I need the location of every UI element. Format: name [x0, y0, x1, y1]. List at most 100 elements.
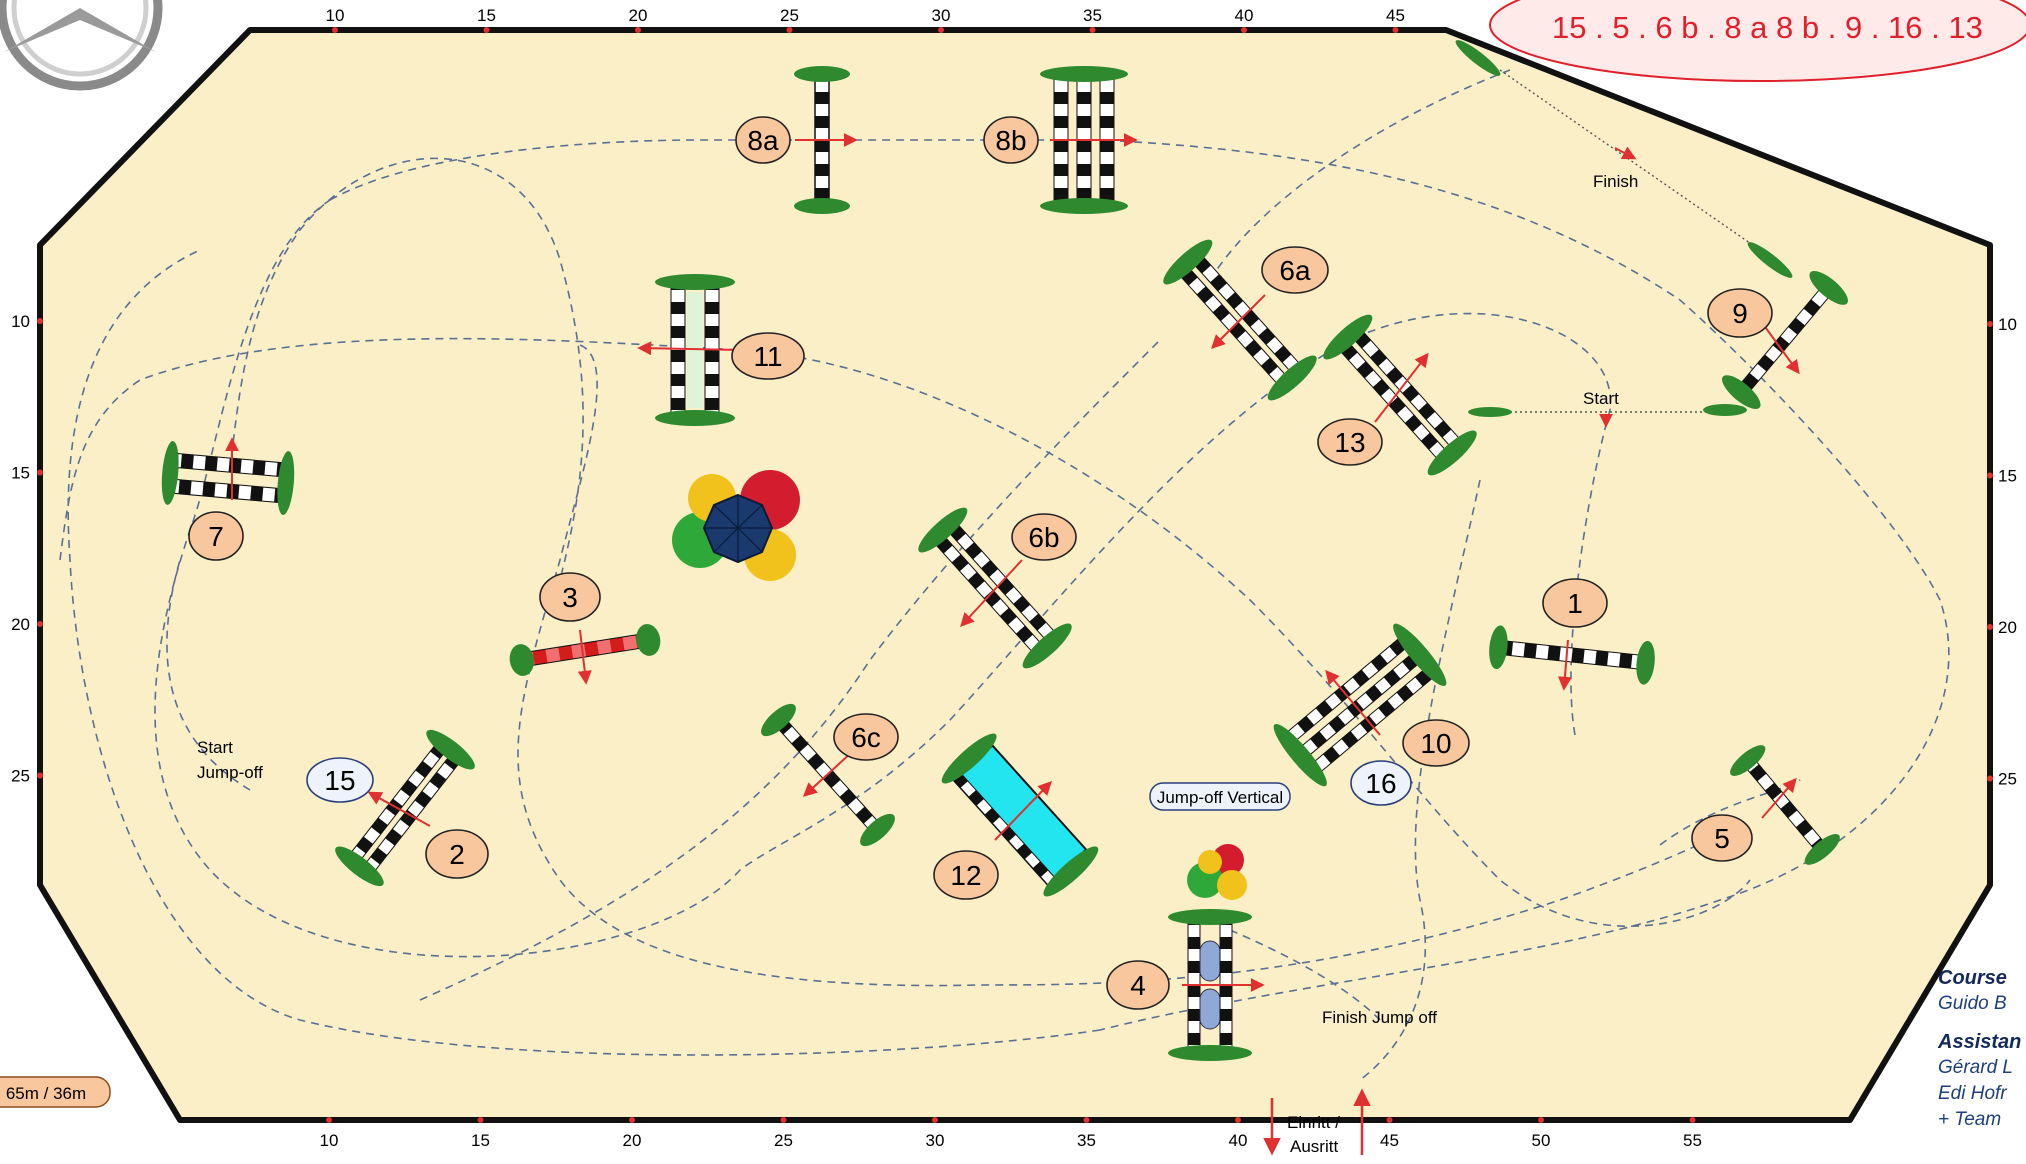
entry-exit-arrows: [1263, 1088, 1371, 1156]
svg-text:3: 3: [562, 582, 578, 613]
fence-10-icon: [1273, 623, 1447, 787]
number-4: 4: [1106, 960, 1170, 1010]
scale-dot: [1089, 27, 1096, 33]
scale-top: 10 15 20 25 30 35 40 45: [326, 6, 1405, 33]
svg-text:2: 2: [449, 839, 465, 870]
svg-text:10: 10: [1420, 728, 1451, 759]
scale-dot: [483, 27, 490, 33]
scale-label: 10: [1998, 315, 2017, 334]
scale-dot: [932, 1117, 938, 1123]
fence-13-icon: [1323, 314, 1477, 476]
svg-text:15: 15: [324, 765, 355, 796]
scale-label: 45: [1386, 6, 1405, 25]
number-15-jumpoff: 15: [306, 757, 374, 803]
scale-dot: [1386, 1117, 1393, 1123]
number-10: 10: [1402, 719, 1470, 767]
scale-dot: [37, 772, 43, 779]
assistant-2: Edi Hofr: [1938, 1083, 2007, 1104]
scale-label: 35: [1077, 1131, 1096, 1150]
fence-9-icon: [1722, 271, 1848, 409]
start-jumpoff-label-1: Start: [197, 738, 233, 757]
arena-ground: [37, 27, 1993, 1123]
svg-text:8b: 8b: [995, 125, 1026, 156]
scale-label: 40: [1229, 1131, 1248, 1150]
start-flag-left-icon: [1468, 407, 1512, 417]
scale-dot: [1987, 321, 1993, 327]
mercedes-logo-icon: [0, 0, 163, 91]
finish-flag-left-icon: [1455, 40, 1501, 76]
start-flag-right-icon: [1703, 404, 1747, 416]
scale-label: 20: [623, 1131, 642, 1150]
scale-dot: [37, 469, 43, 476]
scale-label: 10: [320, 1131, 339, 1150]
arena-size-badge: 65m / 36m: [0, 1076, 111, 1108]
number-1: 1: [1542, 578, 1608, 628]
jumpoff-sequence-banner: 15 . 5 . 6 b . 8 a 8 b . 9 . 16 . 13: [1489, 0, 2026, 82]
number-8b: 8b: [983, 116, 1039, 164]
scale-dot: [1083, 1117, 1090, 1123]
scale-label: 15: [1998, 467, 2017, 486]
designer-name: Guido B: [1938, 993, 2007, 1014]
start-label: Start: [1583, 389, 1619, 408]
entry-label-2: Ausritt: [1290, 1137, 1338, 1156]
obstacle-numbers: 8a 8b 11 6a 9 13 7 6b 3 1 6c 10 2 5 12 4…: [188, 116, 1773, 1010]
number-6a: 6a: [1261, 246, 1329, 294]
scale-dot: [37, 318, 43, 324]
scale-dot: [1235, 1117, 1241, 1123]
svg-text:12: 12: [950, 860, 981, 891]
scale-dot: [629, 1117, 635, 1123]
svg-text:4: 4: [1130, 970, 1146, 1001]
scale-dot: [1987, 472, 1993, 479]
svg-text:1: 1: [1567, 588, 1583, 619]
svg-text:8a: 8a: [747, 125, 779, 156]
scale-dot: [37, 621, 43, 627]
scale-label: 55: [1683, 1131, 1702, 1150]
course-labels: Finish Start Start Jump-off Jump-off Ver…: [0, 172, 1638, 1156]
number-8a: 8a: [735, 116, 791, 164]
svg-text:5: 5: [1714, 823, 1730, 854]
umbrella-decoration-icon: [672, 470, 800, 581]
scale-label: 20: [629, 6, 648, 25]
svg-text:9: 9: [1732, 298, 1748, 329]
scale-bottom: 10 15 20 25 30 35 40 45 50 55: [320, 1117, 1702, 1150]
finish-jumpoff-label: Finish Jump off: [1322, 1008, 1437, 1027]
scale-left: 10 15 20 25: [11, 312, 43, 786]
obstacles: [161, 40, 1848, 1061]
scale-label: 30: [932, 6, 951, 25]
fence-6b-icon: [918, 507, 1072, 669]
scale-dot: [938, 27, 944, 33]
scale-label: 30: [926, 1131, 945, 1150]
scale-dot: [326, 1117, 332, 1123]
scale-dot: [477, 1117, 484, 1123]
scale-label: 10: [11, 312, 30, 331]
scale-dot: [1241, 27, 1247, 33]
svg-text:16: 16: [1365, 768, 1396, 799]
scale-label: 25: [780, 6, 799, 25]
fence-5-icon: [1730, 745, 1840, 865]
svg-text:Jump-off Vertical: Jump-off Vertical: [1157, 788, 1283, 807]
fence-8b-icon: [1040, 66, 1128, 214]
finish-flag-right-icon: [1747, 242, 1793, 278]
finish-label: Finish: [1593, 172, 1638, 191]
scale-dot: [332, 27, 338, 33]
scale-dot: [780, 1117, 787, 1123]
entry-label-1: Einritt /: [1287, 1113, 1340, 1132]
number-6b: 6b: [1011, 513, 1077, 561]
number-2: 2: [425, 829, 489, 879]
scale-dot: [635, 27, 641, 33]
scale-label: 50: [1532, 1131, 1551, 1150]
scale-dot: [1392, 27, 1399, 33]
scale-label: 20: [1998, 618, 2017, 637]
scale-right: 10 15 20 25: [1987, 315, 2017, 789]
number-13: 13: [1317, 418, 1383, 466]
fence-4-icon: [1168, 909, 1252, 1061]
scale-label: 25: [1998, 770, 2017, 789]
fence-7-icon: [161, 441, 295, 515]
scale-label: 25: [774, 1131, 793, 1150]
jumpoff-vertical-tag: Jump-off Vertical: [1149, 782, 1291, 811]
scale-dot: [1538, 1117, 1544, 1123]
svg-text:6c: 6c: [851, 722, 881, 753]
scale-label: 25: [11, 767, 30, 786]
fence-2-icon: [335, 729, 475, 887]
